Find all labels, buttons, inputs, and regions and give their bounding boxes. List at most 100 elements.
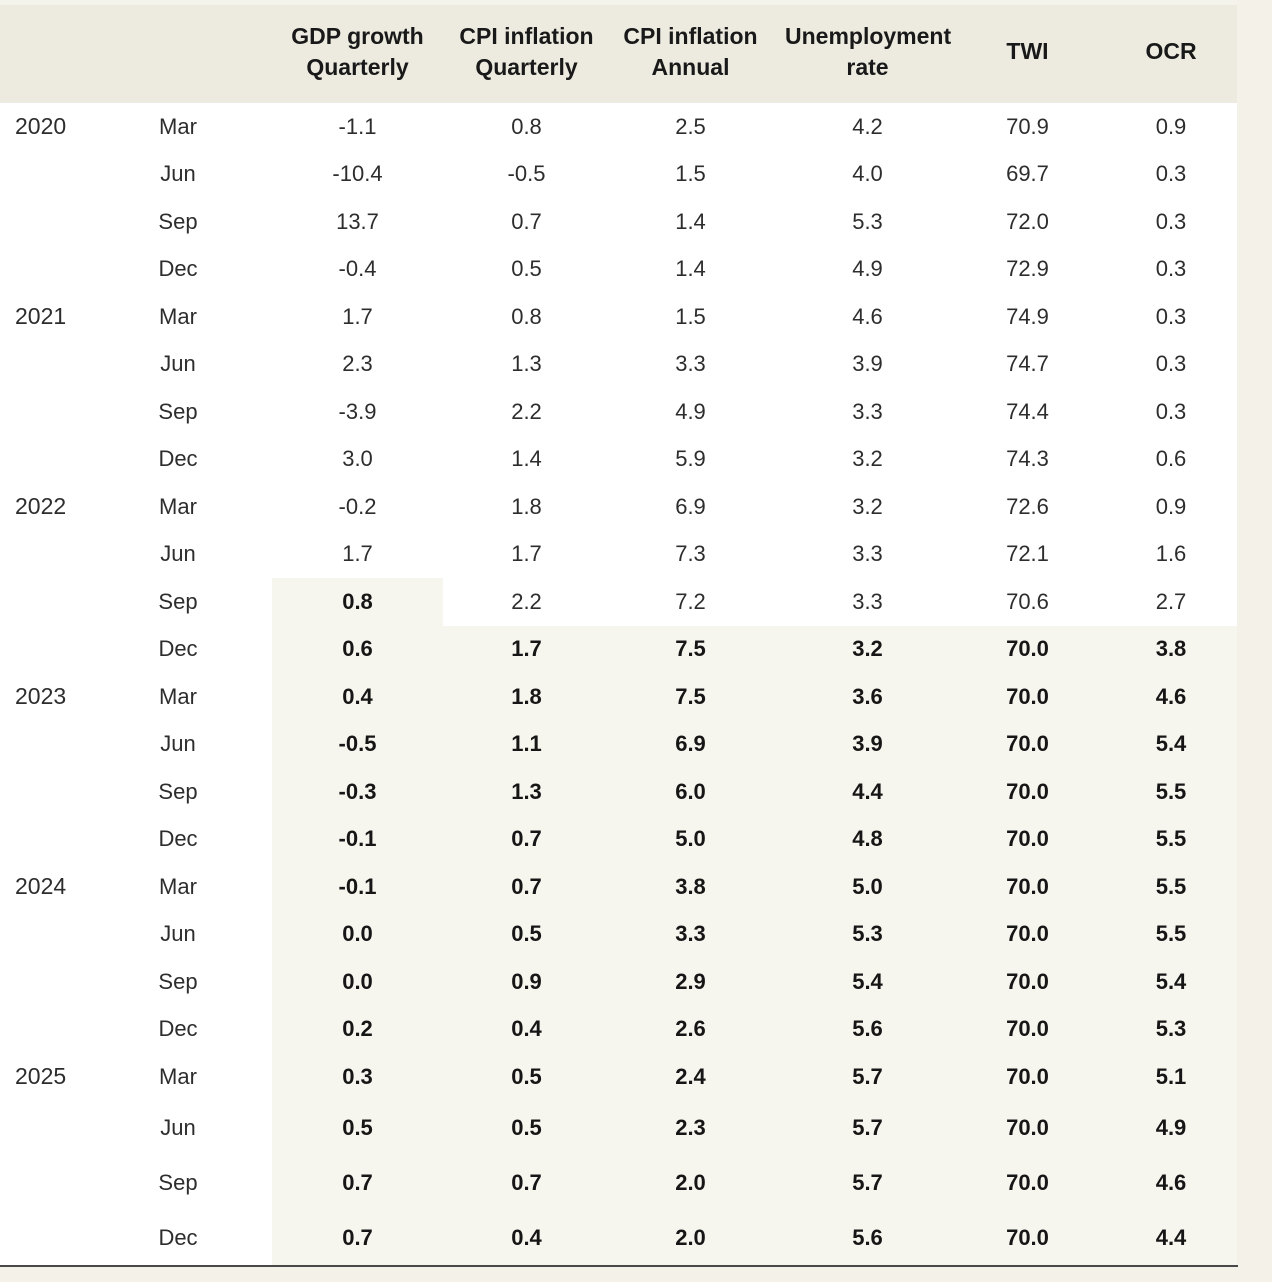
cell-year	[0, 816, 112, 864]
cell-cpi-quarterly: 1.1	[443, 720, 610, 768]
cell-twi: 70.9	[1006, 113, 1049, 139]
cell-gdp-growth: -0.2	[338, 493, 377, 519]
cell-cpi-quarterly: 2.2	[511, 588, 542, 614]
cell-unemployment: 3.3	[852, 588, 883, 614]
cell-cpi-quarterly: 1.3	[443, 768, 610, 816]
header-label: OCR	[1145, 38, 1197, 64]
cell-unemployment: 5.7	[785, 1053, 950, 1101]
table-body: 2020 Mar -1.1 0.8 2.5 4.2 70.9 0.9 Jun -10.4 -0.5 1…	[0, 103, 1237, 1266]
cell-cpi-annual: 3.8	[610, 863, 785, 911]
cell-unemployment: 4.6	[852, 303, 883, 329]
cell-cpi-annual: 1.4	[675, 256, 706, 282]
cell-gdp-growth: -3.9	[338, 398, 377, 424]
cell-twi: 70.0	[950, 1053, 1105, 1101]
cell-quarter: Jun	[160, 731, 196, 757]
cell-twi: 74.4	[1006, 398, 1049, 424]
cell-gdp-growth: -10.4	[332, 161, 383, 187]
cell-ocr: 5.4	[1105, 958, 1237, 1006]
cell-cpi-annual: 3.3	[610, 910, 785, 958]
cell-year	[0, 958, 112, 1006]
cell-cpi-quarterly: 2.2	[511, 398, 542, 424]
cell-year	[0, 246, 112, 294]
cell-year: 2025	[15, 1063, 67, 1090]
cell-year	[0, 531, 112, 579]
cell-gdp-growth: 0.7	[272, 1210, 443, 1266]
cell-cpi-quarterly: 1.4	[511, 446, 542, 472]
cell-ocr: 1.6	[1155, 541, 1187, 567]
header-label: GDP growth	[291, 22, 424, 49]
cell-twi: 70.0	[950, 1155, 1105, 1211]
cell-unemployment: 5.0	[785, 863, 950, 911]
cell-ocr: 4.9	[1105, 1100, 1237, 1156]
cell-cpi-annual: 7.5	[610, 625, 785, 673]
table-row: Dec -0.4 0.5 1.4 4.9 72.9 0.3	[0, 246, 1237, 294]
cell-year	[0, 911, 112, 959]
header-cpi-quarterly: CPI inflation Quarterly	[443, 0, 610, 103]
cell-twi: 72.6	[1006, 493, 1049, 519]
cell-gdp-growth: 1.7	[342, 541, 373, 567]
cell-year: 2023	[15, 683, 67, 710]
cell-twi: 70.0	[950, 815, 1105, 863]
cell-ocr: 0.6	[1155, 446, 1187, 472]
cell-cpi-quarterly: 0.8	[511, 113, 542, 139]
table-row: Sep 13.7 0.7 1.4 5.3 72.0 0.3	[0, 198, 1237, 246]
cell-ocr: 5.5	[1105, 863, 1237, 911]
header-label: Quarterly	[475, 53, 578, 80]
cell-year	[0, 721, 112, 769]
cell-quarter: Mar	[159, 303, 197, 329]
cell-twi: 69.7	[1006, 161, 1049, 187]
cell-gdp-growth: 0.6	[272, 625, 443, 673]
header-label: Quarterly	[306, 53, 409, 80]
cell-cpi-quarterly: 1.3	[511, 351, 542, 377]
cell-ocr: 0.3	[1155, 256, 1187, 282]
cell-cpi-annual: 5.0	[610, 815, 785, 863]
table-row: Dec 0.6 1.7 7.5 3.2 70.0 3.8	[0, 625, 1237, 673]
cell-unemployment: 4.0	[852, 161, 883, 187]
cell-cpi-annual: 7.5	[610, 673, 785, 721]
header-label: TWI	[1006, 38, 1049, 64]
cell-unemployment: 3.2	[852, 446, 883, 472]
cell-unemployment: 4.2	[852, 113, 883, 139]
cell-gdp-growth: 0.4	[272, 673, 443, 721]
cell-cpi-annual: 6.9	[610, 720, 785, 768]
table-row: Jun 0.0 0.5 3.3 5.3 70.0 5.5	[0, 910, 1237, 959]
cell-cpi-quarterly: 0.4	[443, 1005, 610, 1053]
cell-unemployment: 5.6	[785, 1210, 950, 1266]
cell-unemployment: 3.2	[785, 625, 950, 673]
table-row: Sep 0.0 0.9 2.9 5.4 70.0 5.4	[0, 958, 1237, 1006]
cell-cpi-annual: 1.5	[675, 303, 706, 329]
cell-gdp-growth: 13.7	[336, 208, 379, 234]
table-row: Dec 0.2 0.4 2.6 5.6 70.0 5.3	[0, 1005, 1237, 1053]
cell-quarter: Mar	[159, 683, 197, 709]
cell-quarter: Dec	[158, 256, 198, 282]
cell-quarter: Dec	[158, 636, 198, 662]
cell-unemployment: 5.3	[785, 910, 950, 958]
cell-twi: 70.0	[950, 1210, 1105, 1266]
bottom-page-strip	[0, 1267, 1237, 1282]
cell-unemployment: 3.3	[852, 541, 883, 567]
cell-cpi-quarterly: 0.8	[511, 303, 542, 329]
cell-twi: 72.1	[1006, 541, 1049, 567]
cell-cpi-annual: 1.5	[675, 161, 706, 187]
cell-gdp-growth: -1.1	[338, 113, 377, 139]
cell-unemployment: 4.4	[785, 768, 950, 816]
cell-quarter: Mar	[159, 1063, 197, 1089]
cell-gdp-growth: -0.1	[272, 863, 443, 911]
cell-unemployment: 4.8	[785, 815, 950, 863]
cell-ocr: 5.1	[1105, 1053, 1237, 1101]
cell-gdp-growth: 0.3	[272, 1053, 443, 1101]
header-label: CPI inflation	[459, 22, 594, 49]
cell-unemployment: 3.6	[785, 673, 950, 721]
cell-ocr: 0.3	[1155, 398, 1187, 424]
cell-cpi-quarterly: 0.5	[443, 1100, 610, 1156]
cell-unemployment: 5.4	[785, 958, 950, 1006]
cell-quarter: Dec	[158, 1225, 198, 1250]
cell-ocr: 0.3	[1155, 351, 1187, 377]
cell-gdp-growth: 1.7	[342, 303, 373, 329]
cell-cpi-quarterly: 1.7	[443, 625, 610, 673]
cell-year	[0, 768, 112, 816]
cell-twi: 74.7	[1006, 351, 1049, 377]
table-row: Jun -10.4 -0.5 1.5 4.0 69.7 0.3	[0, 151, 1237, 199]
cell-cpi-quarterly: -0.5	[507, 161, 546, 187]
